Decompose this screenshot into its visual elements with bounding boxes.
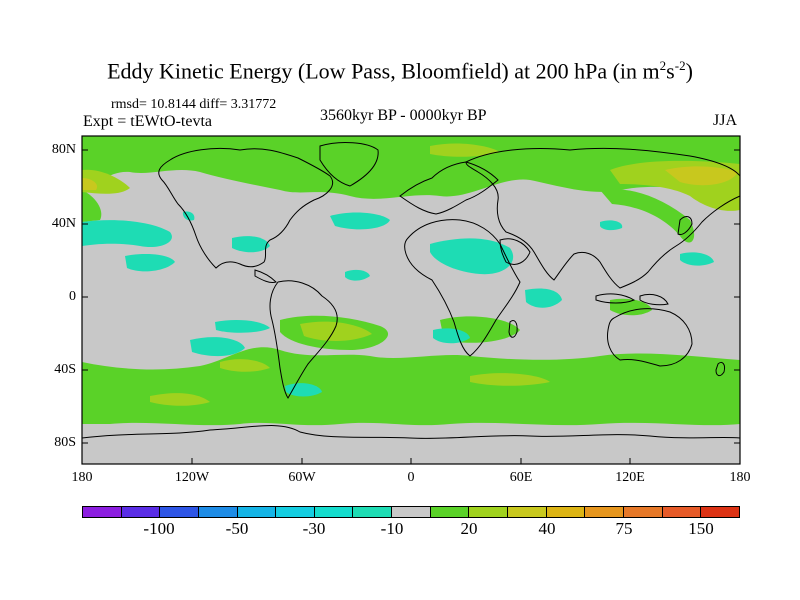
positive-strongest-region — [82, 178, 98, 190]
title-mid: s — [666, 58, 675, 84]
lon-label: 60E — [509, 470, 533, 485]
lon-label: 120E — [615, 470, 645, 485]
lat-label: 80S — [54, 435, 76, 450]
title-end: ) — [685, 58, 693, 84]
positive-strongest-region — [665, 166, 738, 186]
lon-label: 180 — [71, 470, 93, 485]
colorbar-label: 40 — [538, 519, 556, 538]
colorbar-label: -50 — [225, 519, 249, 538]
positive-region — [600, 189, 695, 243]
colorbar-swatch — [314, 507, 354, 517]
negative-region — [82, 220, 172, 248]
colorbar-swatch — [392, 507, 431, 517]
colorbar-swatch — [662, 507, 702, 517]
lat-label: 80N — [51, 142, 76, 157]
colorbar-label: 75 — [615, 519, 633, 538]
positive-strong-region — [430, 143, 500, 157]
stats-label: rmsd= 10.8144 diff= 3.31772 — [111, 97, 277, 112]
title-sup-1: 2 — [659, 58, 667, 73]
colorbar-swatch — [83, 507, 122, 517]
negative-region — [525, 288, 562, 308]
experiment-label: Expt = tEWtO-tevta — [83, 113, 212, 130]
positive-region — [82, 136, 740, 199]
colorbar-swatch — [160, 507, 199, 517]
negative-region — [215, 320, 270, 333]
positive-strong-region — [300, 321, 372, 341]
colorbar-label: 20 — [460, 519, 478, 538]
negative-region — [232, 236, 270, 253]
negative-region — [125, 254, 175, 272]
lon-label: 120W — [174, 470, 210, 485]
colorbar-swatch — [469, 507, 509, 517]
chart-title: Eddy Kinetic Energy (Low Pass, Bloomfiel… — [0, 58, 800, 84]
colorbar-label: -100 — [143, 519, 175, 538]
negative-region — [600, 220, 623, 231]
title-main: Eddy Kinetic Energy (Low Pass, Bloomfiel… — [107, 58, 660, 84]
lon-label: 0 — [407, 470, 415, 485]
period-label: 3560kyr BP - 0000kyr BP — [320, 107, 487, 124]
colorbar-swatch — [198, 507, 238, 517]
colorbar-label: -30 — [302, 519, 326, 538]
season-label: JJA — [713, 112, 738, 129]
positive-strong-region — [220, 359, 270, 372]
colorbar-swatch — [276, 507, 315, 517]
lon-label: 180 — [729, 470, 751, 485]
lat-label: 40N — [51, 216, 76, 231]
lon-label: 60W — [288, 470, 316, 485]
colorbar-swatch — [508, 507, 547, 517]
positive-strong-region — [470, 373, 550, 386]
colorbar-swatch — [546, 507, 586, 517]
colorbar-swatch — [585, 507, 624, 517]
colorbar-swatch — [701, 507, 739, 517]
lat-label: 0 — [69, 289, 76, 304]
colorbar-label: -10 — [380, 519, 404, 538]
negative-region — [330, 212, 390, 230]
colorbar-swatch — [430, 507, 470, 517]
colorbar-swatch — [121, 507, 161, 517]
negative-region — [190, 337, 245, 357]
axis-ticks — [81, 149, 741, 464]
negative-region — [430, 238, 514, 275]
negative-region — [433, 328, 470, 344]
colorbar-label: 150 — [688, 519, 714, 538]
positive-region — [82, 190, 102, 222]
negative-region — [345, 269, 370, 281]
colorbar-swatch — [237, 507, 277, 517]
title-sup-2: -2 — [674, 58, 686, 73]
colorbar-swatch — [353, 507, 393, 517]
colorbar-swatch — [623, 507, 663, 517]
map-field — [82, 136, 740, 464]
coastlines — [81, 142, 741, 439]
colorbar — [82, 506, 740, 518]
lat-label: 40S — [54, 362, 76, 377]
positive-strong-region — [150, 393, 210, 406]
negative-region — [680, 252, 714, 266]
